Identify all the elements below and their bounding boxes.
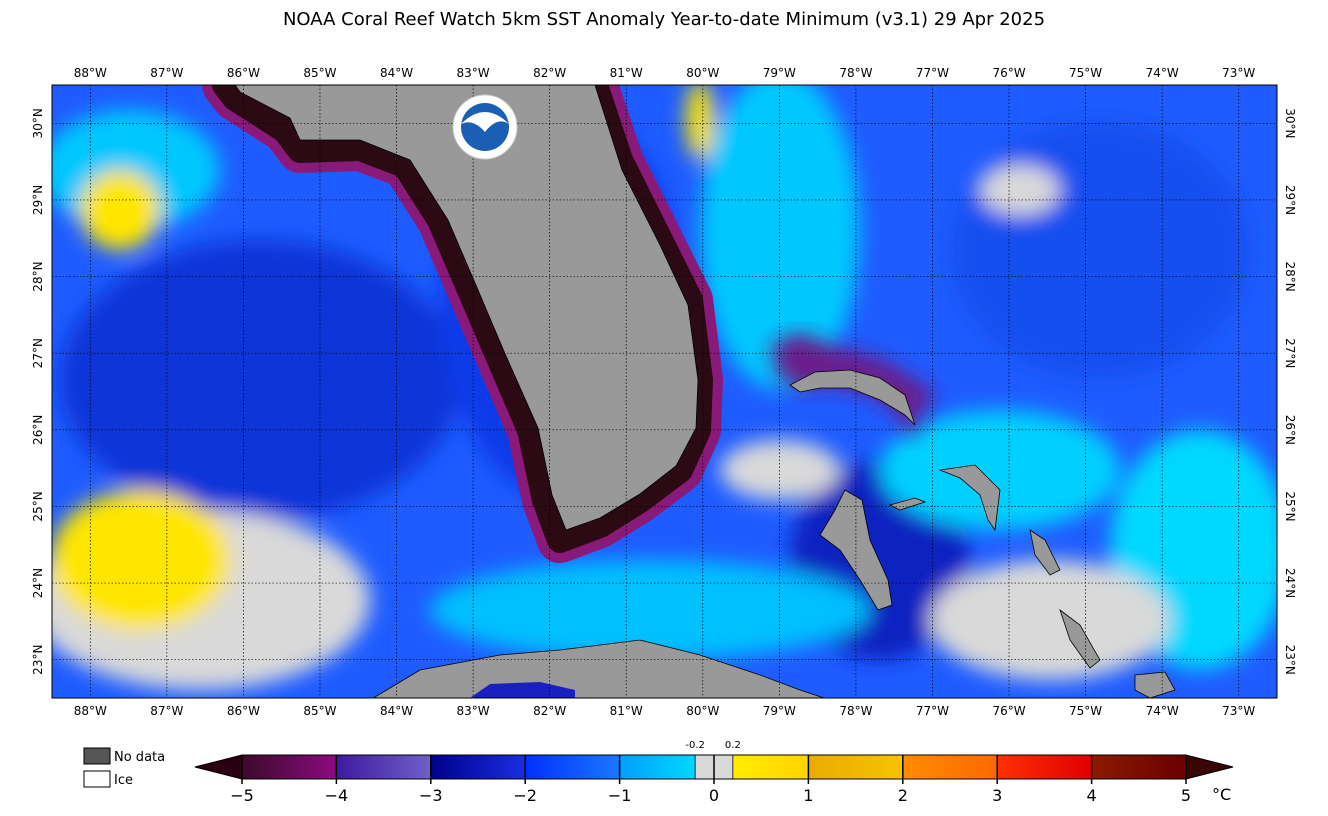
legend-label: Ice xyxy=(114,773,133,788)
lon-label: 78°W xyxy=(839,66,872,80)
lon-label: 73°W xyxy=(1222,704,1255,718)
lon-label: 81°W xyxy=(610,704,643,718)
lon-label: 82°W xyxy=(533,66,566,80)
island xyxy=(789,369,916,426)
lat-label: 23°N xyxy=(1283,645,1297,675)
colorbar-tick-label: −3 xyxy=(419,786,443,805)
lon-label: 74°W xyxy=(1146,704,1179,718)
legend-label: No data xyxy=(114,750,165,765)
lat-label: 25°N xyxy=(1283,491,1297,521)
island xyxy=(1029,529,1061,576)
lat-label: 23°N xyxy=(31,645,45,675)
lon-label: 80°W xyxy=(686,704,719,718)
colorbar-tick-label: −4 xyxy=(325,786,349,805)
lat-label: 26°N xyxy=(1283,415,1297,445)
colorbar-tick-label: 3 xyxy=(992,786,1002,805)
colorbar: −5 −4 −3 −2 −1 0 1 2 3 4 5 -0.2 0.2 °C xyxy=(194,740,1234,805)
island xyxy=(938,464,1001,532)
colorbar-unit: °C xyxy=(1212,785,1231,804)
lon-label: 76°W xyxy=(992,704,1025,718)
lon-label: 83°W xyxy=(457,66,490,80)
lon-label: 84°W xyxy=(380,66,413,80)
lat-label: 29°N xyxy=(1283,185,1297,215)
colorbar-tick-label: 0 xyxy=(709,786,719,805)
colorbar-segment xyxy=(525,755,620,779)
map-frame xyxy=(51,84,1278,699)
lat-label: 25°N xyxy=(31,491,45,521)
colorbar-segment xyxy=(336,755,431,779)
lon-label: 73°W xyxy=(1222,66,1255,80)
lat-label: 27°N xyxy=(31,338,45,368)
grid xyxy=(52,85,1277,698)
coastal-band xyxy=(470,682,575,698)
island xyxy=(819,489,893,611)
colorbar-tick-label: −5 xyxy=(230,786,254,805)
lon-label: 77°W xyxy=(916,66,949,80)
lon-label: 74°W xyxy=(1146,66,1179,80)
colorbar-segment xyxy=(1091,755,1186,779)
lat-label: 26°N xyxy=(31,415,45,445)
lon-label: 79°W xyxy=(763,704,796,718)
lon-label: 76°W xyxy=(992,66,1025,80)
lon-label: 86°W xyxy=(227,66,260,80)
lat-label: 24°N xyxy=(1283,568,1297,598)
lon-label: 86°W xyxy=(227,704,260,718)
lon-label: 84°W xyxy=(380,704,413,718)
lon-label: 79°W xyxy=(763,66,796,80)
colorbar-tick-label: 5 xyxy=(1181,786,1191,805)
colorbar-tick-label: 0.2 xyxy=(725,740,741,751)
lon-label: 80°W xyxy=(686,66,719,80)
lat-label: 30°N xyxy=(1283,108,1297,138)
lon-label: 88°W xyxy=(74,704,107,718)
lon-label: 78°W xyxy=(839,704,872,718)
colorbar-tick-label: 4 xyxy=(1087,786,1097,805)
colorbar-tick-label: 2 xyxy=(898,786,908,805)
lat-label: 28°N xyxy=(31,261,45,291)
colorbar-segment xyxy=(430,755,526,779)
title: NOAA Coral Reef Watch 5km SST Anomaly Ye… xyxy=(283,9,1045,30)
lon-label: 85°W xyxy=(303,704,336,718)
lon-label: 87°W xyxy=(150,704,183,718)
lon-label: 75°W xyxy=(1069,704,1102,718)
lon-label: 75°W xyxy=(1069,66,1102,80)
lat-label: 27°N xyxy=(1283,338,1297,368)
colorbar-tick-label: 1 xyxy=(803,786,813,805)
colorbar-extend xyxy=(1185,754,1234,780)
island xyxy=(888,497,927,511)
colorbar-tick-label: −2 xyxy=(513,786,537,805)
legend-swatch xyxy=(83,770,111,788)
colorbar-tick-label: -0.2 xyxy=(685,740,705,751)
lon-label: 88°W xyxy=(74,66,107,80)
map xyxy=(52,85,1277,698)
legend-swatch xyxy=(83,747,111,765)
island xyxy=(1059,608,1101,669)
colorbar-segment xyxy=(808,755,903,779)
colorbar-extend xyxy=(194,754,243,780)
lon-label: 83°W xyxy=(457,704,490,718)
colorbar-segment xyxy=(242,755,337,779)
lat-label: 28°N xyxy=(1283,261,1297,291)
lon-label: 87°W xyxy=(150,66,183,80)
colorbar-segment xyxy=(902,755,998,779)
colorbar-tick-label: −1 xyxy=(608,786,632,805)
lon-label: 82°W xyxy=(533,704,566,718)
lon-label: 85°W xyxy=(303,66,336,80)
lon-label: 81°W xyxy=(610,66,643,80)
lon-label: 77°W xyxy=(916,704,949,718)
lat-label: 30°N xyxy=(31,108,45,138)
lat-label: 29°N xyxy=(31,185,45,215)
colorbar-segment xyxy=(997,755,1092,779)
noaa-logo xyxy=(452,94,518,160)
florida xyxy=(234,85,699,531)
lat-label: 24°N xyxy=(31,568,45,598)
